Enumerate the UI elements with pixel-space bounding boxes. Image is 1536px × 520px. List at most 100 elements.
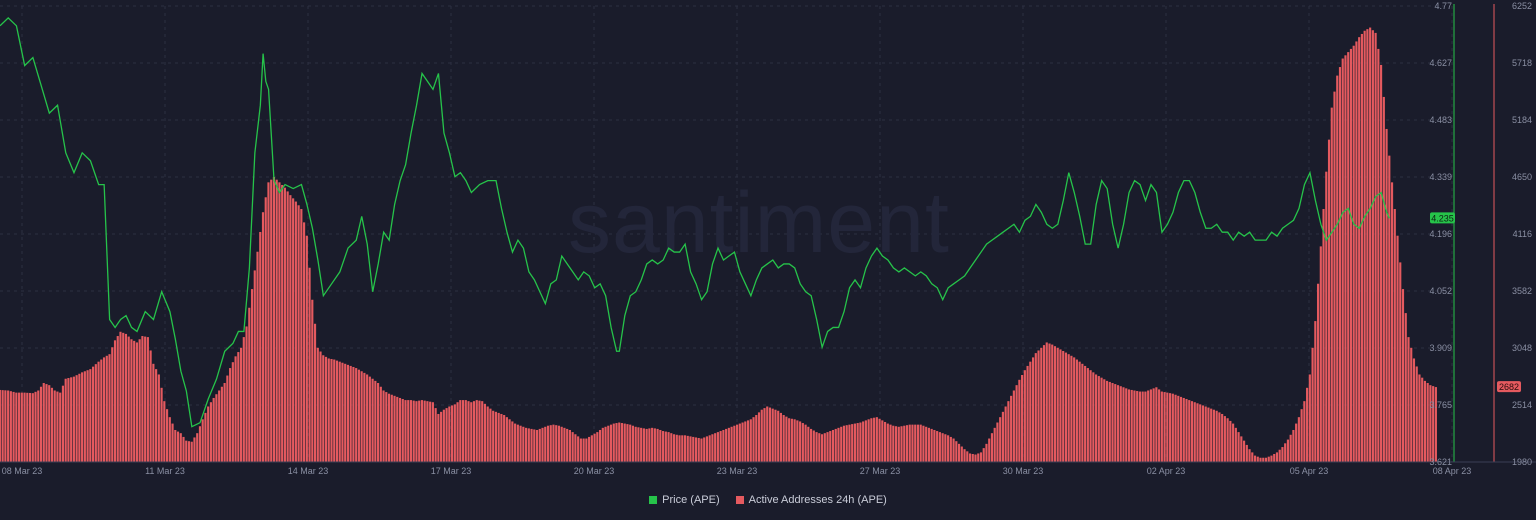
active-addresses-bar	[1155, 387, 1158, 462]
active-addresses-bar	[1125, 388, 1128, 462]
active-addresses-bar	[527, 428, 530, 462]
active-addresses-bar	[333, 359, 336, 462]
active-addresses-bar	[190, 441, 193, 462]
active-addresses-bar	[705, 436, 709, 462]
active-addresses-bar	[916, 424, 920, 462]
active-addresses-bar	[1097, 376, 1100, 462]
addresses-tick-label: 5718	[1512, 58, 1532, 68]
legend-item-price[interactable]: Price (APE)	[649, 494, 720, 506]
active-addresses-bar	[1333, 91, 1336, 463]
active-addresses-bar	[1037, 350, 1040, 462]
active-addresses-bar	[1133, 390, 1136, 462]
active-addresses-bar	[514, 423, 517, 462]
addresses-axis-ticks: 6252 5718 5184 4650 4116 3582 3048 2514 1980	[1512, 1, 1532, 467]
active-addresses-bar	[779, 412, 782, 462]
active-addresses-bar	[1237, 432, 1240, 462]
active-addresses-bar	[990, 433, 994, 462]
active-addresses-bar	[516, 424, 519, 462]
active-addresses-bar	[1108, 381, 1111, 462]
addresses-current-badge: 2682	[1497, 381, 1521, 393]
price-current-badge: 4.235	[1430, 212, 1455, 224]
active-addresses-bar	[667, 432, 670, 462]
active-addresses-bar	[374, 380, 377, 462]
active-addresses-bar	[1341, 58, 1344, 463]
active-addresses-bar	[1073, 357, 1076, 462]
active-addresses-bar	[492, 410, 495, 462]
active-addresses-bar	[1029, 361, 1032, 462]
active-addresses-bar	[884, 421, 887, 462]
active-addresses-bar	[875, 417, 878, 462]
active-addresses-bar	[1415, 366, 1418, 462]
active-addresses-bar	[837, 427, 840, 462]
active-addresses-bar	[566, 428, 569, 462]
active-addresses-bar	[1004, 406, 1007, 462]
active-addresses-bar	[870, 418, 873, 462]
active-addresses-bar	[853, 423, 856, 462]
active-addresses-bar	[1023, 370, 1026, 462]
active-addresses-bar	[1051, 344, 1054, 462]
active-addresses-bar	[207, 406, 210, 462]
active-addresses-bar	[1163, 392, 1166, 462]
active-addresses-bar	[881, 420, 884, 462]
active-addresses-bar	[289, 195, 292, 462]
active-addresses-bar	[1218, 412, 1221, 462]
active-addresses-bar	[1152, 388, 1155, 462]
active-addresses-bar	[1171, 393, 1174, 462]
active-addresses-bar	[387, 393, 391, 462]
active-addresses-bar	[908, 424, 911, 462]
active-addresses-bar	[48, 385, 51, 462]
active-addresses-bar	[398, 397, 402, 462]
active-addresses-bar	[371, 378, 374, 462]
active-addresses-bar	[72, 376, 75, 462]
addresses-current-value: 2682	[1499, 382, 1519, 392]
active-addresses-bar	[1264, 457, 1268, 462]
active-addresses-bar	[451, 405, 454, 462]
active-addresses-bar	[152, 363, 155, 462]
active-addresses-bar	[1223, 416, 1226, 462]
active-addresses-bar	[442, 409, 445, 462]
active-addresses-bar	[1190, 401, 1194, 462]
active-addresses-bar	[653, 428, 656, 462]
active-addresses-bar	[1404, 313, 1407, 462]
active-addresses-bar	[1251, 452, 1254, 462]
active-addresses-bar	[963, 449, 966, 462]
active-addresses-bar	[1300, 409, 1303, 462]
active-addresses-bar	[905, 425, 909, 462]
active-addresses-bar	[1119, 386, 1122, 462]
active-addresses-bar	[1327, 139, 1331, 462]
active-addresses-bar	[664, 431, 667, 462]
active-addresses-bar	[157, 374, 160, 462]
active-addresses-bar	[382, 390, 385, 462]
active-addresses-bar	[596, 432, 599, 462]
active-addresses-bar	[511, 421, 514, 462]
active-addresses-bar	[448, 406, 451, 462]
active-addresses-bar	[941, 433, 944, 462]
active-addresses-bar	[730, 426, 733, 462]
active-addresses-bar	[15, 392, 18, 462]
active-addresses-bar	[508, 419, 511, 462]
active-addresses-bar	[379, 386, 382, 462]
active-addresses-bar	[81, 372, 84, 462]
legend-item-active-addresses[interactable]: Active Addresses 24h (APE)	[735, 494, 887, 506]
active-addresses-bar	[352, 367, 355, 462]
active-addresses-bar	[985, 443, 988, 462]
active-addresses-bar	[119, 331, 122, 462]
active-addresses-bar	[261, 212, 265, 462]
price-tick-label: 4.77	[1434, 1, 1452, 11]
x-tick-label: 23 Mar 23	[717, 466, 758, 476]
active-addresses-bar	[683, 435, 687, 462]
active-addresses-bar	[1177, 395, 1180, 462]
active-addresses-bar	[45, 384, 48, 462]
active-addresses-bar	[763, 408, 766, 462]
active-addresses-bar	[272, 177, 276, 462]
active-addresses-bar	[1248, 449, 1251, 462]
active-addresses-bar	[56, 391, 59, 462]
active-addresses-bar	[894, 426, 898, 462]
active-addresses-bar	[1067, 354, 1070, 462]
active-addresses-bar	[971, 453, 974, 462]
active-addresses-bar	[1210, 408, 1213, 462]
active-addresses-bar	[919, 424, 922, 462]
active-addresses-bar	[1374, 32, 1377, 463]
active-addresses-bar	[957, 443, 961, 462]
active-addresses-bar	[278, 182, 281, 462]
